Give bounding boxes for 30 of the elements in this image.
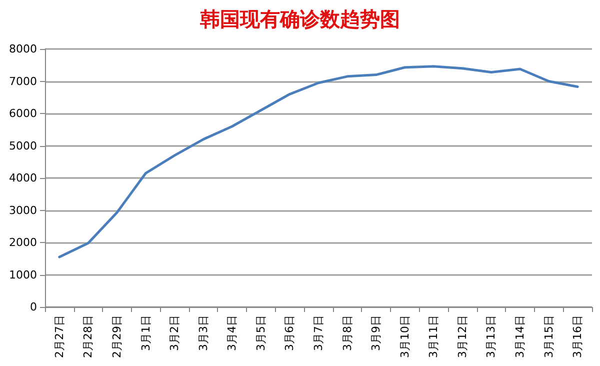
x-tick-label: 3月9日	[370, 315, 383, 351]
x-tick-label: 3月4日	[226, 315, 239, 351]
x-tick-label: 3月11日	[427, 315, 440, 358]
y-tick-label: 4000	[9, 172, 37, 184]
y-tick-label: 3000	[9, 204, 37, 217]
x-tick-label: 2月27日	[52, 315, 66, 358]
x-tick-label: 3月7日	[312, 315, 325, 351]
chart-title: 韩国现有确诊数趋势图	[199, 7, 400, 31]
x-tick-label: 3月5日	[254, 315, 268, 351]
x-tick-label: 2月29日	[110, 315, 124, 358]
x-tick-label: 3月10日	[398, 315, 412, 358]
x-tick-label: 3月13日	[484, 315, 498, 358]
line-series	[58, 65, 579, 258]
y-tick-label: 8000	[9, 42, 37, 56]
y-tick-label: 7000	[9, 74, 37, 88]
x-tick-label: 3月15日	[542, 315, 556, 358]
y-tick-label: 6000	[9, 107, 37, 120]
y-tick-label: 5000	[9, 139, 37, 152]
x-tick-label: 3月12日	[456, 315, 469, 358]
x-tick-label: 3月2日	[168, 315, 182, 351]
x-tick-label: 2月28日	[82, 315, 95, 358]
y-tick-label: 2000	[9, 236, 37, 249]
x-tick-label: 3月6日	[283, 315, 296, 351]
x-tick-label: 3月14日	[514, 315, 527, 358]
x-tick-label: 3月16日	[571, 315, 584, 358]
x-tick-label: 3月8日	[340, 315, 354, 351]
y-tick-label: 1000	[9, 268, 37, 282]
x-tick-label: 3月1日	[139, 315, 152, 351]
y-tick-label: 0	[30, 300, 37, 314]
x-tick-label: 3月3日	[196, 315, 210, 351]
